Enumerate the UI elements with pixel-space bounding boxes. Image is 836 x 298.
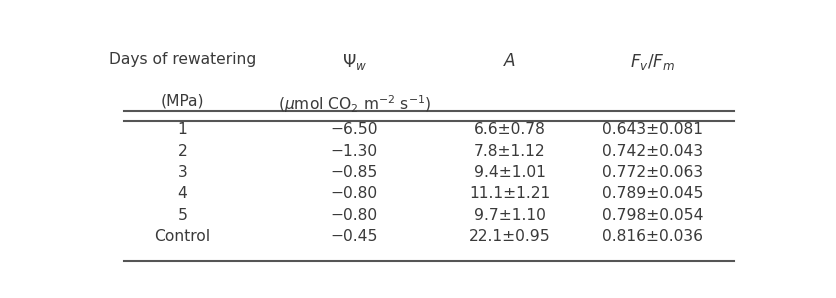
Text: 11.1±1.21: 11.1±1.21 xyxy=(469,186,550,201)
Text: Days of rewatering: Days of rewatering xyxy=(109,52,256,67)
Text: $\mathit{F_v/F_m}$: $\mathit{F_v/F_m}$ xyxy=(630,52,675,72)
Text: $\mathit{\Psi}_w$: $\mathit{\Psi}_w$ xyxy=(341,52,366,72)
Text: 0.643±0.081: 0.643±0.081 xyxy=(602,122,702,137)
Text: ($\mu$mol CO$_2$ m$^{-2}$ s$^{-1}$): ($\mu$mol CO$_2$ m$^{-2}$ s$^{-1}$) xyxy=(278,93,431,115)
Text: −6.50: −6.50 xyxy=(330,122,378,137)
Text: 0.798±0.054: 0.798±0.054 xyxy=(601,208,703,223)
Text: $\mathit{A}$: $\mathit{A}$ xyxy=(502,52,516,70)
Text: 9.7±1.10: 9.7±1.10 xyxy=(473,208,545,223)
Text: −0.80: −0.80 xyxy=(330,208,378,223)
Text: Control: Control xyxy=(154,229,211,244)
Text: 7.8±1.12: 7.8±1.12 xyxy=(474,144,545,159)
Text: −0.80: −0.80 xyxy=(330,186,378,201)
Text: 22.1±0.95: 22.1±0.95 xyxy=(469,229,550,244)
Text: 2: 2 xyxy=(177,144,187,159)
Text: 0.742±0.043: 0.742±0.043 xyxy=(601,144,702,159)
Text: (MPa): (MPa) xyxy=(161,93,204,108)
Text: 1: 1 xyxy=(177,122,187,137)
Text: −0.85: −0.85 xyxy=(330,165,378,180)
Text: 0.789±0.045: 0.789±0.045 xyxy=(601,186,703,201)
Text: 5: 5 xyxy=(177,208,187,223)
Text: 9.4±1.01: 9.4±1.01 xyxy=(473,165,545,180)
Text: 0.772±0.063: 0.772±0.063 xyxy=(601,165,702,180)
Text: −0.45: −0.45 xyxy=(330,229,378,244)
Text: 4: 4 xyxy=(177,186,187,201)
Text: 6.6±0.78: 6.6±0.78 xyxy=(473,122,545,137)
Text: 3: 3 xyxy=(177,165,187,180)
Text: −1.30: −1.30 xyxy=(330,144,378,159)
Text: 0.816±0.036: 0.816±0.036 xyxy=(602,229,702,244)
